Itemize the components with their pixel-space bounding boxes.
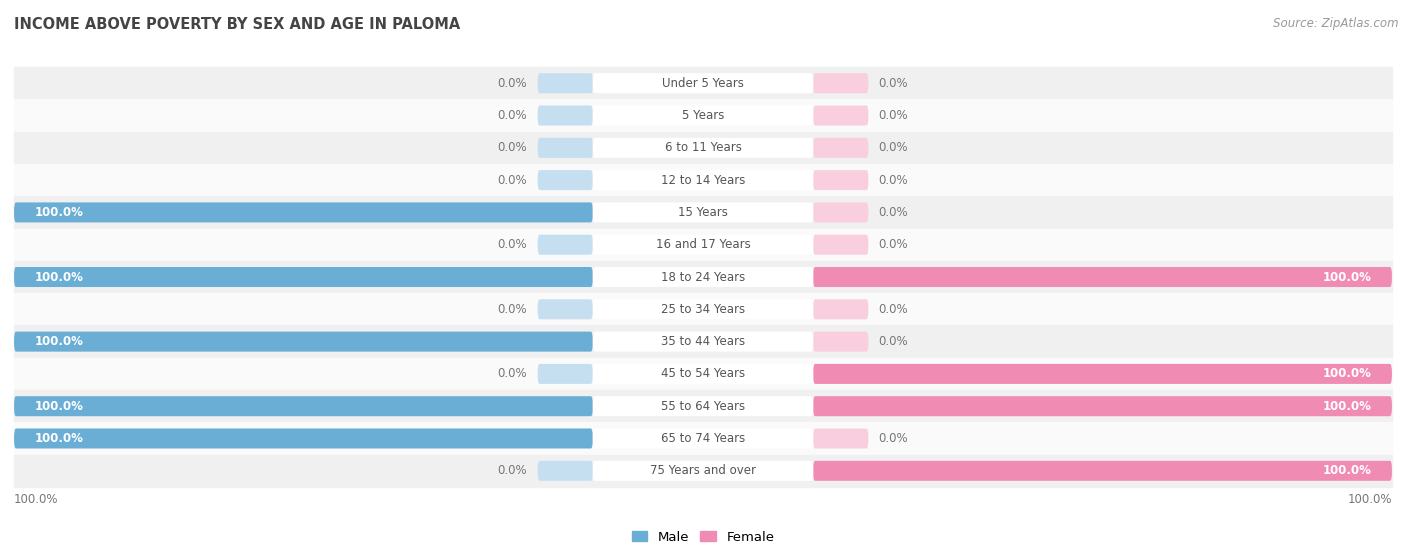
FancyBboxPatch shape	[593, 267, 813, 287]
Bar	[14, 358, 1392, 390]
FancyBboxPatch shape	[537, 461, 593, 481]
Bar	[14, 229, 1392, 261]
Text: 75 Years and over: 75 Years and over	[650, 465, 756, 477]
Text: 6 to 11 Years: 6 to 11 Years	[665, 141, 741, 154]
Bar	[14, 164, 1392, 196]
Bar	[14, 67, 1392, 100]
Text: 100.0%: 100.0%	[35, 206, 83, 219]
FancyBboxPatch shape	[593, 170, 813, 190]
Text: Source: ZipAtlas.com: Source: ZipAtlas.com	[1274, 17, 1399, 30]
Bar	[14, 261, 1392, 293]
Text: 100.0%: 100.0%	[35, 335, 83, 348]
FancyBboxPatch shape	[14, 202, 593, 222]
Bar	[14, 390, 1392, 423]
Bar	[14, 454, 1392, 487]
FancyBboxPatch shape	[813, 429, 869, 448]
FancyBboxPatch shape	[537, 73, 593, 93]
Text: 0.0%: 0.0%	[879, 174, 908, 187]
Bar	[14, 132, 1392, 164]
FancyBboxPatch shape	[813, 202, 869, 222]
FancyBboxPatch shape	[813, 138, 869, 158]
Text: INCOME ABOVE POVERTY BY SEX AND AGE IN PALOMA: INCOME ABOVE POVERTY BY SEX AND AGE IN P…	[14, 17, 460, 32]
FancyBboxPatch shape	[813, 331, 869, 352]
Text: 65 to 74 Years: 65 to 74 Years	[661, 432, 745, 445]
Text: 0.0%: 0.0%	[498, 141, 527, 154]
Text: 35 to 44 Years: 35 to 44 Years	[661, 335, 745, 348]
Text: 100.0%: 100.0%	[1323, 367, 1371, 381]
Text: 0.0%: 0.0%	[879, 335, 908, 348]
Text: 0.0%: 0.0%	[498, 367, 527, 381]
FancyBboxPatch shape	[593, 202, 813, 222]
FancyBboxPatch shape	[813, 73, 869, 93]
Text: 0.0%: 0.0%	[879, 303, 908, 316]
FancyBboxPatch shape	[813, 299, 869, 319]
Text: 0.0%: 0.0%	[498, 77, 527, 90]
Text: 55 to 64 Years: 55 to 64 Years	[661, 400, 745, 413]
FancyBboxPatch shape	[813, 396, 1392, 416]
FancyBboxPatch shape	[813, 106, 869, 126]
FancyBboxPatch shape	[537, 106, 593, 126]
FancyBboxPatch shape	[593, 299, 813, 319]
Text: 0.0%: 0.0%	[879, 432, 908, 445]
FancyBboxPatch shape	[14, 267, 593, 287]
Text: 0.0%: 0.0%	[879, 238, 908, 251]
FancyBboxPatch shape	[593, 331, 813, 352]
Bar	[14, 293, 1392, 325]
Legend: Male, Female: Male, Female	[626, 525, 780, 549]
FancyBboxPatch shape	[537, 235, 593, 255]
Text: 12 to 14 Years: 12 to 14 Years	[661, 174, 745, 187]
FancyBboxPatch shape	[593, 73, 813, 93]
FancyBboxPatch shape	[813, 364, 1392, 384]
Text: 100.0%: 100.0%	[35, 400, 83, 413]
FancyBboxPatch shape	[593, 138, 813, 158]
FancyBboxPatch shape	[593, 235, 813, 255]
FancyBboxPatch shape	[14, 396, 593, 416]
FancyBboxPatch shape	[813, 170, 869, 190]
Text: 0.0%: 0.0%	[498, 174, 527, 187]
FancyBboxPatch shape	[14, 331, 593, 352]
FancyBboxPatch shape	[813, 235, 869, 255]
FancyBboxPatch shape	[593, 106, 813, 126]
Text: 0.0%: 0.0%	[879, 141, 908, 154]
FancyBboxPatch shape	[537, 364, 593, 384]
FancyBboxPatch shape	[593, 461, 813, 481]
Text: 100.0%: 100.0%	[1323, 400, 1371, 413]
Text: Under 5 Years: Under 5 Years	[662, 77, 744, 90]
Text: 100.0%: 100.0%	[14, 492, 59, 506]
Bar	[14, 325, 1392, 358]
FancyBboxPatch shape	[537, 299, 593, 319]
Text: 100.0%: 100.0%	[1323, 465, 1371, 477]
Text: 0.0%: 0.0%	[498, 109, 527, 122]
Bar	[14, 423, 1392, 454]
FancyBboxPatch shape	[593, 396, 813, 416]
FancyBboxPatch shape	[537, 138, 593, 158]
FancyBboxPatch shape	[14, 429, 593, 448]
Text: 100.0%: 100.0%	[1347, 492, 1392, 506]
FancyBboxPatch shape	[813, 267, 1392, 287]
Text: 18 to 24 Years: 18 to 24 Years	[661, 271, 745, 283]
Text: 16 and 17 Years: 16 and 17 Years	[655, 238, 751, 251]
Text: 25 to 34 Years: 25 to 34 Years	[661, 303, 745, 316]
FancyBboxPatch shape	[593, 364, 813, 384]
FancyBboxPatch shape	[537, 170, 593, 190]
Text: 100.0%: 100.0%	[35, 432, 83, 445]
Text: 5 Years: 5 Years	[682, 109, 724, 122]
Bar	[14, 196, 1392, 229]
Text: 45 to 54 Years: 45 to 54 Years	[661, 367, 745, 381]
Text: 100.0%: 100.0%	[1323, 271, 1371, 283]
Text: 0.0%: 0.0%	[879, 109, 908, 122]
Text: 0.0%: 0.0%	[498, 303, 527, 316]
Text: 0.0%: 0.0%	[498, 465, 527, 477]
Text: 15 Years: 15 Years	[678, 206, 728, 219]
FancyBboxPatch shape	[813, 461, 1392, 481]
Text: 0.0%: 0.0%	[498, 238, 527, 251]
Text: 0.0%: 0.0%	[879, 77, 908, 90]
Bar	[14, 100, 1392, 132]
Text: 100.0%: 100.0%	[35, 271, 83, 283]
Text: 0.0%: 0.0%	[879, 206, 908, 219]
FancyBboxPatch shape	[593, 429, 813, 448]
